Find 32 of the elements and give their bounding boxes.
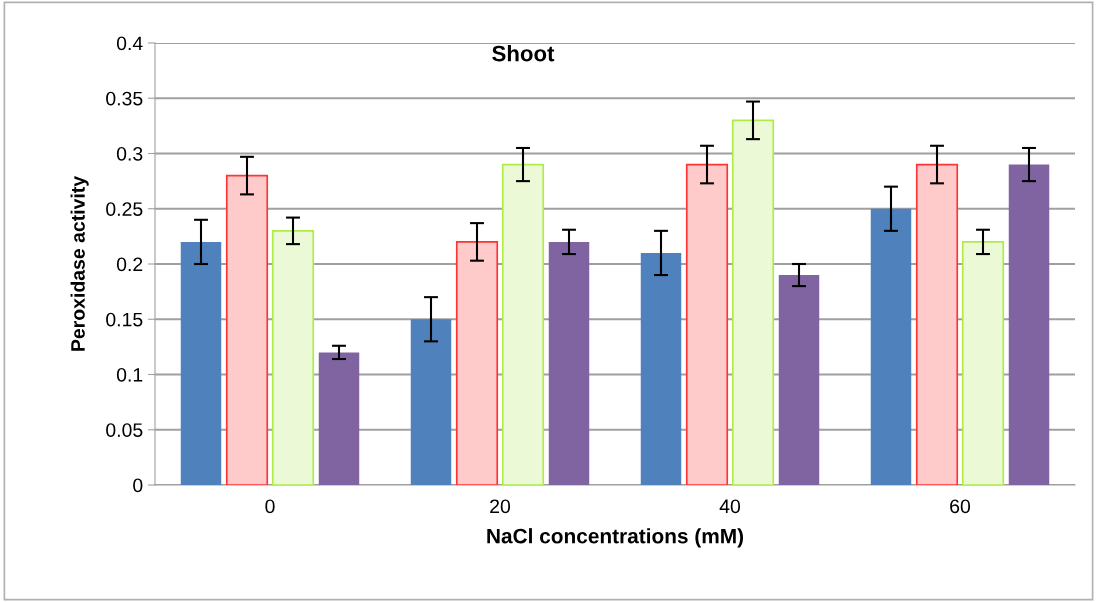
y-tick-label: 0.15 [106, 312, 143, 327]
x-tick-label: 0 [265, 499, 275, 514]
bar [640, 252, 682, 485]
x-tick-label: 60 [950, 499, 971, 514]
chart-title: Shoot [492, 45, 555, 62]
bar [731, 119, 775, 485]
bar [915, 163, 959, 485]
y-axis-title: Peroxidase activity [70, 176, 89, 351]
bar [501, 163, 545, 485]
bar [271, 230, 315, 485]
y-tick-label: 0 [133, 478, 143, 493]
y-tick-label: 0.2 [116, 257, 143, 272]
bar [410, 319, 452, 485]
bar [548, 241, 590, 485]
y-tick-label: 0.4 [116, 36, 143, 51]
x-tick-label: 40 [719, 499, 741, 514]
y-tick-label: 0.35 [106, 91, 143, 106]
bar [1008, 164, 1050, 485]
bar [961, 241, 1005, 485]
bar [318, 352, 360, 485]
x-axis-title: NaCl concentrations (mM) [487, 528, 744, 548]
bar [180, 241, 222, 485]
bar [455, 241, 499, 485]
y-tick-label: 0.3 [116, 146, 143, 161]
bar [870, 208, 912, 485]
y-tick-label: 0.25 [106, 202, 143, 216]
bar [685, 163, 729, 485]
y-tick-label: 0.05 [106, 423, 143, 437]
bar [225, 174, 269, 485]
x-tick-label: 20 [490, 499, 511, 514]
y-tick-label: 0.1 [116, 367, 143, 382]
bar [778, 275, 820, 485]
